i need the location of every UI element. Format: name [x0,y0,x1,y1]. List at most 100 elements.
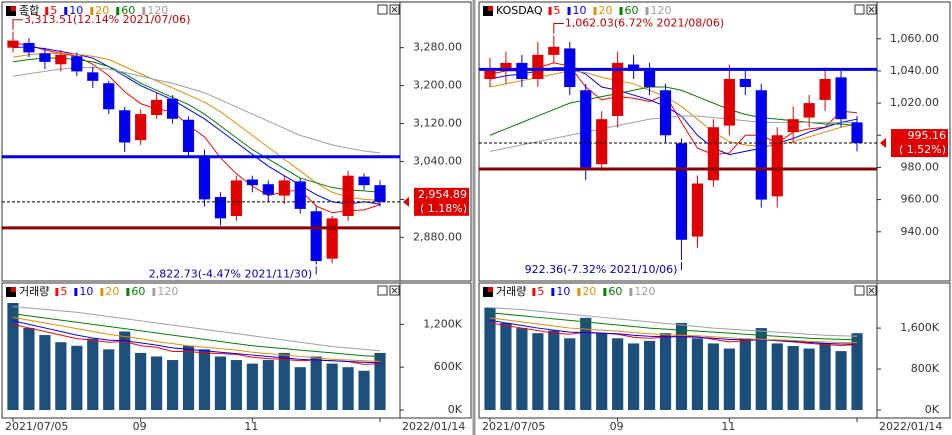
ma-line [489,312,858,341]
legend-entry: 60 [121,4,135,17]
candle-body [723,78,735,126]
annotation: 2,822.73(-4.47% 2021/11/30) [149,267,312,280]
last-price-box [414,187,469,216]
candle-body [548,46,560,55]
candle-body [707,127,719,181]
candle-body [246,179,258,186]
candle-body [580,90,592,168]
legend-swatch [90,7,94,15]
candle-body [787,119,799,133]
ma-line [489,307,858,337]
legend-entry: 10 [79,285,93,298]
y-tick-label: 0K [925,403,940,416]
window-button[interactable] [377,285,388,296]
candle-body [342,175,354,216]
legend-swatch [64,7,68,15]
y-tick-label: 3,280.00 [413,41,462,54]
window-button[interactable] [854,4,865,15]
volume-bar [310,356,322,410]
window-button[interactable] [854,285,865,296]
legend-entry: 120 [651,4,672,17]
candle-body [39,53,51,62]
y-tick-label: 3,120.00 [413,117,462,130]
legend-entry: 20 [105,285,119,298]
legend-swatch [603,288,607,296]
volume-bar [819,343,831,410]
ma-line [489,317,858,344]
volume-bar [675,322,688,410]
legend-swatch [74,288,78,296]
candle-body [771,135,783,197]
candle-body [278,180,290,196]
candle-body [819,78,831,100]
candle-body [310,211,322,262]
x-tick-label: 11 [721,420,735,433]
legend-entry: 20 [599,4,613,17]
y-tick-label: 600K [434,360,463,373]
x-tick-label: 2022/01/14 [402,420,465,433]
candle-body [166,98,179,119]
legend-swatch [45,7,49,15]
volume-bar [342,367,354,410]
candle-body [294,181,306,209]
legend-entry: 5 [60,285,67,298]
ma-line [12,42,381,214]
legend-entry: 60 [131,285,145,298]
volume-bar [803,348,815,410]
candle-body [612,62,624,116]
volume-bar [723,348,735,410]
volume-bar [151,356,163,410]
candle-body [564,48,576,88]
legend-swatch [577,288,581,296]
candle-body [198,156,211,200]
legend-entry: 20 [582,285,596,298]
volume-bar [198,349,211,410]
volume-bar [707,343,719,410]
legend-entry: 120 [147,4,168,17]
annotation: 1,062.03(6.72% 2021/08/06) [565,17,724,30]
x-tick-label: 09 [133,420,147,433]
legend-entry: 10 [573,4,587,17]
volume-bar [246,363,258,410]
y-tick-label: 3,040.00 [413,154,462,167]
legend-title: KOSDAQ [496,4,543,17]
volume-bar [7,302,19,410]
legend-entry: 120 [634,285,655,298]
annotation-arrow [553,23,564,34]
volume-bar [358,370,370,410]
candle-body [500,62,512,71]
candle-body [151,99,163,115]
y-tick-label: 980.00 [901,160,940,173]
candle-body [262,184,274,195]
legend-swatch [629,288,633,296]
volume-bar [87,338,99,410]
annotation: 3,313.51(12.14% 2021/07/06) [24,13,190,26]
candle-body [596,119,608,165]
volume-bar [755,328,767,410]
last-price-label: ( 1.52%) [899,143,946,156]
legend-swatch [551,288,555,296]
volume-bar [516,328,528,410]
annotation: 922.36(-7.32% 2021/10/06) [525,263,678,276]
candle-body [119,110,131,143]
y-tick-label: 1,040.00 [890,64,939,77]
candle-body [214,197,227,219]
y-tick-label: 1,200K [423,317,462,330]
volume-bar [771,343,783,410]
y-tick-label: 1,060.00 [890,32,939,45]
legend-swatch [55,288,59,296]
y-tick-label: 0K [448,403,463,416]
legend-entry: 60 [608,285,622,298]
candle-body [643,70,656,88]
y-tick-label: 2,880.00 [413,230,462,243]
ma-line [489,319,858,345]
y-tick-label: 940.00 [901,225,940,238]
volume-bar [135,352,147,410]
volume-bar [71,345,83,410]
candle-body [103,83,115,110]
window-button[interactable] [377,4,388,15]
y-tick-label: 1,600K [900,321,939,334]
candle-body [628,64,640,71]
candle-body [516,62,528,79]
